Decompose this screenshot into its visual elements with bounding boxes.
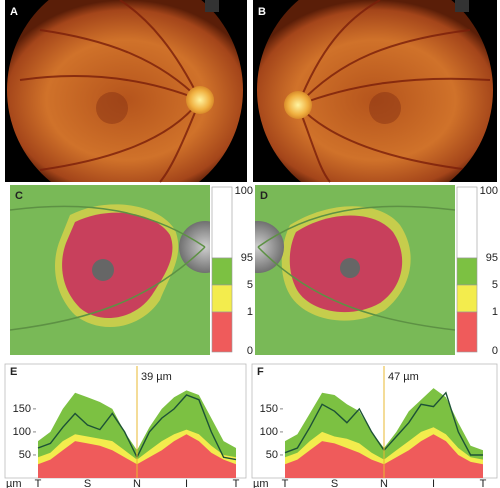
scale-label: 100 bbox=[235, 185, 253, 197]
fundus-image bbox=[257, 0, 493, 183]
scale-label: 95 bbox=[486, 252, 498, 264]
scale-segment bbox=[456, 311, 478, 353]
x-tick-label: N bbox=[133, 478, 141, 488]
y-tick-label: 50 bbox=[266, 449, 278, 461]
y-tick-label: 150 bbox=[13, 403, 31, 415]
scale-segment bbox=[211, 311, 233, 353]
normative-band bbox=[285, 434, 483, 478]
unit-label: µm bbox=[253, 478, 269, 488]
scale-label: 5 bbox=[247, 279, 253, 291]
scale-segment bbox=[456, 284, 478, 313]
normative-band bbox=[38, 434, 236, 478]
corner-tab bbox=[205, 0, 219, 12]
scale-segment bbox=[456, 257, 478, 286]
scale-label: 0 bbox=[492, 345, 498, 357]
scale-segment bbox=[211, 257, 233, 286]
unit-label: µm bbox=[6, 478, 22, 488]
scale-segment bbox=[456, 186, 478, 259]
panel-label: A bbox=[10, 6, 18, 18]
panel-label: C bbox=[15, 190, 23, 202]
thickness-map bbox=[10, 185, 210, 355]
scale-label: 5 bbox=[492, 279, 498, 291]
scale-segment bbox=[211, 186, 233, 259]
scale-label: 1 bbox=[247, 306, 253, 318]
x-tick-label: N bbox=[380, 478, 388, 488]
x-tick-label: T bbox=[480, 478, 487, 488]
panel-label: E bbox=[10, 366, 17, 378]
x-tick-label: I bbox=[185, 478, 188, 488]
x-tick-label: T bbox=[233, 478, 240, 488]
scale-segment bbox=[211, 284, 233, 313]
x-tick-label: T bbox=[282, 478, 289, 488]
panel-label: B bbox=[258, 6, 266, 18]
corner-tab bbox=[455, 0, 469, 12]
y-tick-label: 100 bbox=[13, 426, 31, 438]
annotation: 47 µm bbox=[388, 371, 419, 383]
fundus-image bbox=[7, 0, 243, 183]
scale-label: 1 bbox=[492, 306, 498, 318]
thickness-map bbox=[255, 185, 455, 355]
y-tick-label: 150 bbox=[260, 403, 278, 415]
scale-label: 100 bbox=[480, 185, 498, 197]
x-tick-label: S bbox=[331, 478, 338, 488]
panel-label: F bbox=[257, 366, 264, 378]
x-tick-label: S bbox=[84, 478, 91, 488]
panel-label: D bbox=[260, 190, 268, 202]
scale-label: 95 bbox=[241, 252, 253, 264]
x-tick-label: I bbox=[432, 478, 435, 488]
x-tick-label: T bbox=[35, 478, 42, 488]
y-tick-label: 50 bbox=[19, 449, 31, 461]
y-tick-label: 100 bbox=[260, 426, 278, 438]
scale-label: 0 bbox=[247, 345, 253, 357]
annotation: 39 µm bbox=[141, 371, 172, 383]
